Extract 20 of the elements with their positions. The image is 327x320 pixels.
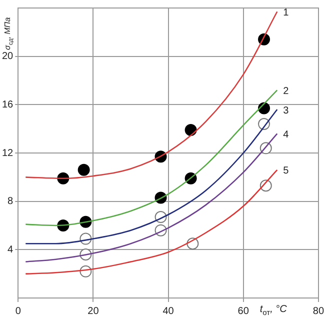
point [78,164,90,176]
x-tick-label: 40 [162,306,174,317]
x-tick-label: 80 [312,306,324,317]
series-label: 1 [283,7,290,18]
x-tick-label: 0 [15,306,22,317]
line-series [24,108,278,244]
series-label: 4 [283,129,290,140]
x-tick-label: 20 [88,306,100,317]
series-label: 3 [283,105,290,116]
y-tick-label: 12 [2,148,14,159]
series-label: 2 [283,86,290,97]
x-tick-label: 60 [238,306,250,317]
line-series [24,90,278,226]
series-label: 5 [283,166,290,177]
y-tick-label: 16 [2,99,14,110]
y-tick-label: 4 [8,244,14,256]
y-tick-label: 20 [2,51,14,62]
y-tick-label: 8 [8,196,14,208]
line-series [24,133,278,262]
line-series [24,169,278,274]
